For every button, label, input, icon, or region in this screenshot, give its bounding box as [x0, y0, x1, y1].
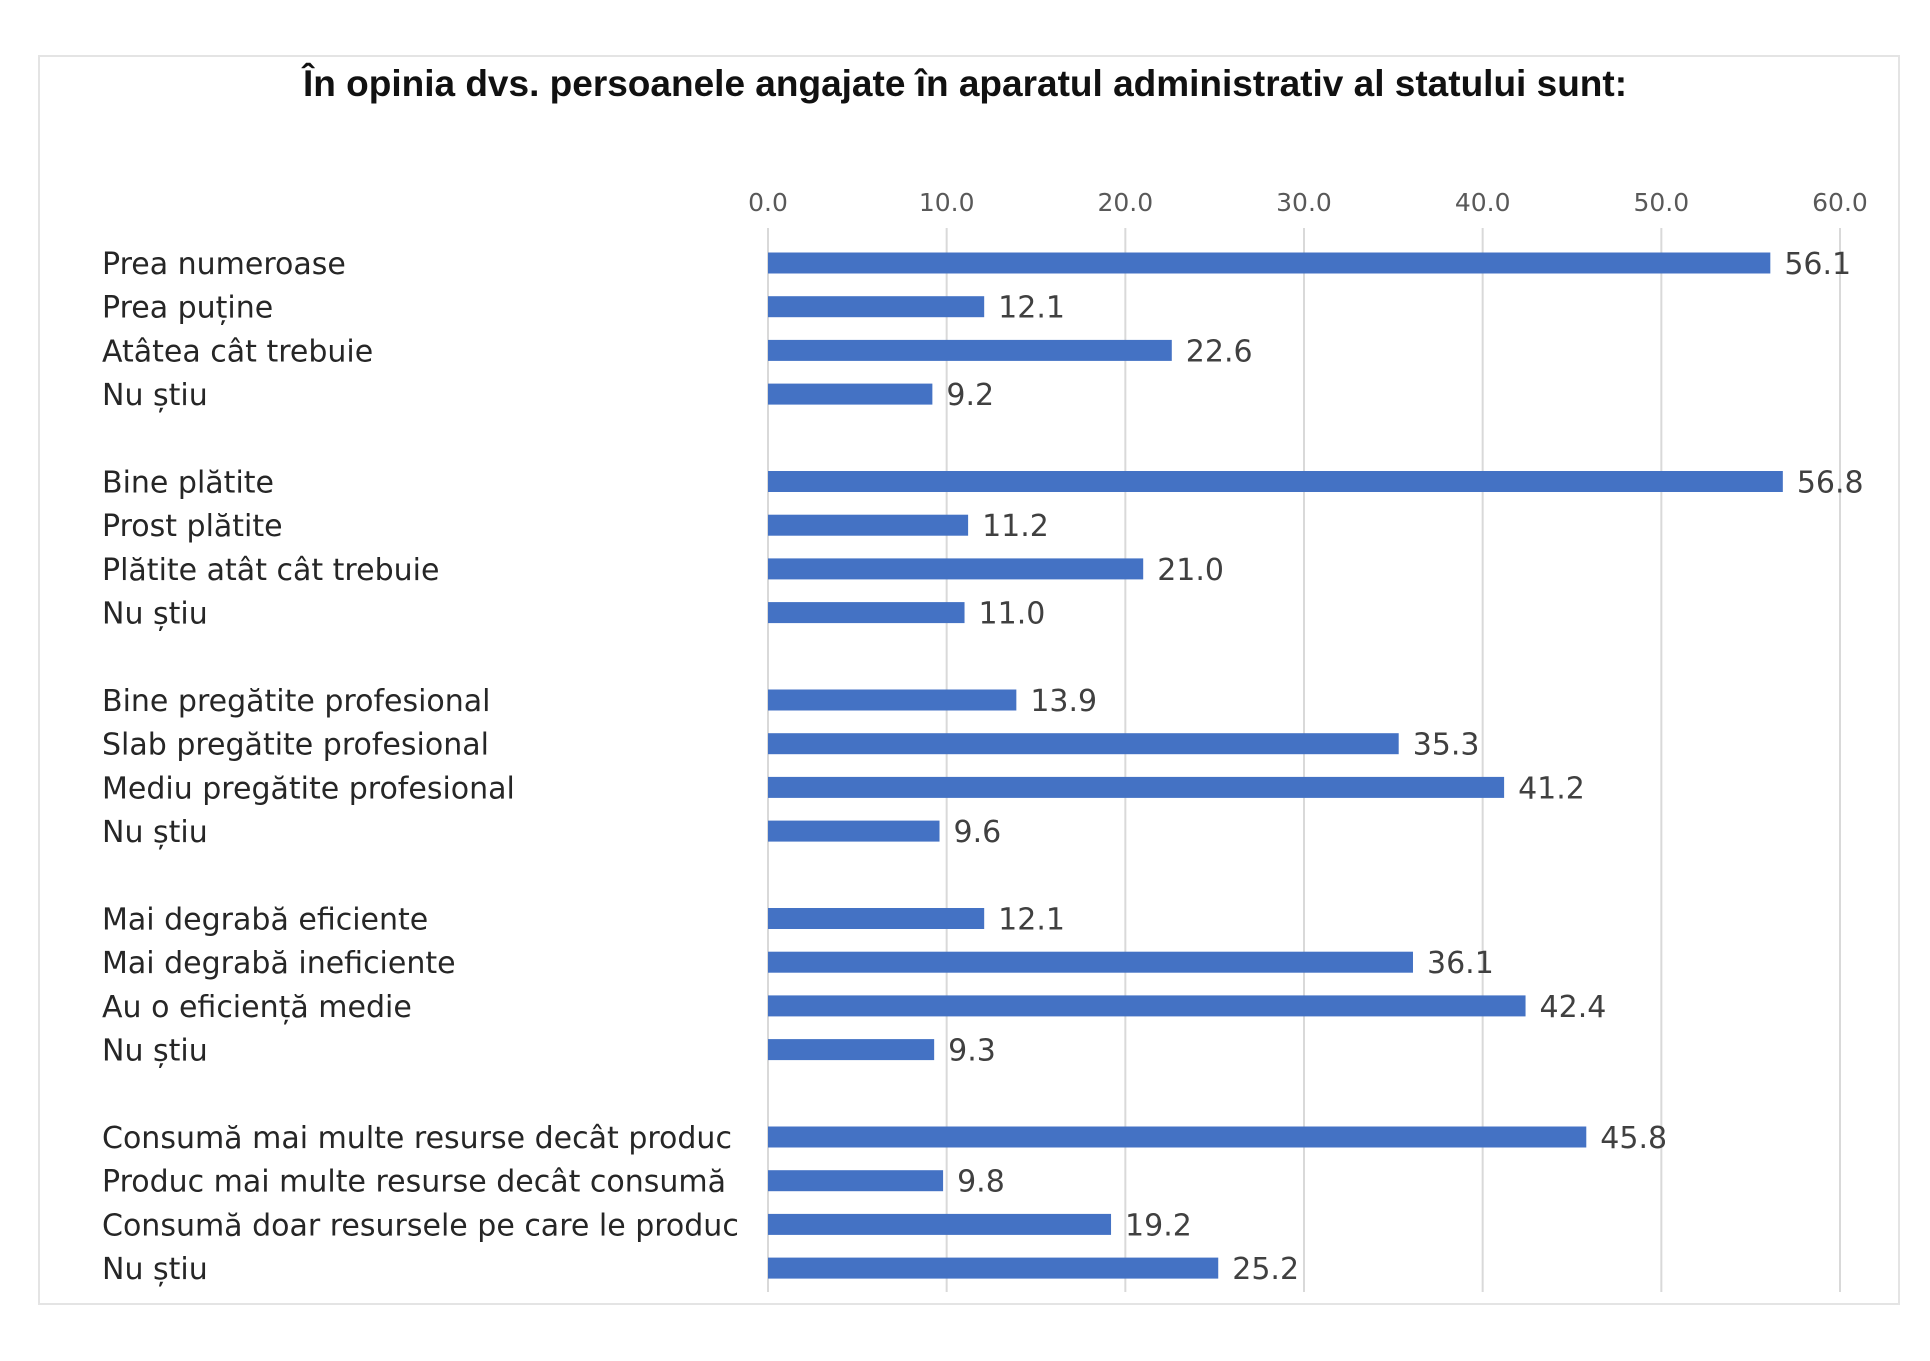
- category-label: Nu știu: [102, 1252, 208, 1287]
- category-label: Mai degrabă eficiente: [102, 903, 428, 938]
- x-tick-label: 40.0: [1455, 188, 1511, 217]
- bar: [768, 1257, 1219, 1279]
- data-label: 9.2: [946, 378, 994, 413]
- category-label: Nu știu: [102, 597, 208, 632]
- bar: [768, 776, 1505, 798]
- category-label: Nu știu: [102, 378, 208, 413]
- data-label: 12.1: [998, 903, 1065, 938]
- bar: [768, 689, 1017, 711]
- category-label: Prea puține: [102, 291, 273, 326]
- data-label: 11.2: [982, 509, 1049, 544]
- data-label: 9.6: [954, 815, 1002, 850]
- category-label: Prea numeroase: [102, 247, 346, 282]
- x-tick-label: 20.0: [1097, 188, 1153, 217]
- bar: [768, 995, 1526, 1017]
- data-label: 13.9: [1030, 684, 1097, 719]
- grid-lines: [767, 228, 1841, 1292]
- category-label: Mai degrabă ineficiente: [102, 946, 456, 981]
- bar: [768, 471, 1783, 492]
- bar: [768, 383, 933, 405]
- data-label: 9.3: [948, 1034, 996, 1069]
- category-label: Consumă mai multe resurse decât produc: [102, 1121, 732, 1156]
- data-label: 19.2: [1125, 1208, 1192, 1243]
- data-label: 41.2: [1518, 771, 1585, 806]
- bar: [768, 1039, 935, 1061]
- bar: [768, 296, 985, 318]
- bars: [768, 252, 1783, 1279]
- data-label: 22.6: [1186, 334, 1253, 369]
- data-label: 35.3: [1413, 728, 1480, 763]
- category-label: Nu știu: [102, 815, 208, 850]
- x-tick-label: 0.0: [748, 188, 788, 217]
- category-label: Nu știu: [102, 1034, 208, 1069]
- x-axis-ticks: 0.0 10.0 20.0 30.0 40.0 50.0 60.0: [748, 188, 1868, 217]
- data-label: 42.4: [1540, 990, 1607, 1025]
- data-labels: 56.1 12.1 22.6 9.2 56.8 11.2 21.0 11.0 13.9 35.3 4…: [946, 247, 1863, 1287]
- data-label: 21.0: [1157, 553, 1224, 588]
- category-label: Atâtea cât trebuie: [102, 334, 373, 369]
- x-tick-label: 30.0: [1276, 188, 1332, 217]
- category-label: Plătite atât cât trebuie: [102, 553, 439, 588]
- category-label: Au o eficiență medie: [102, 990, 412, 1025]
- data-label: 9.8: [957, 1165, 1005, 1200]
- category-label: Mediu pregătite profesional: [102, 771, 515, 806]
- data-label: 56.8: [1797, 466, 1864, 501]
- bar: [768, 908, 985, 929]
- bar: [768, 1126, 1587, 1148]
- data-label: 56.1: [1784, 247, 1851, 282]
- bar: [768, 339, 1172, 361]
- data-label: 36.1: [1427, 946, 1494, 981]
- category-label: Bine pregătite profesional: [102, 684, 491, 719]
- data-label: 45.8: [1600, 1121, 1667, 1156]
- bar: [768, 1170, 944, 1192]
- x-tick-label: 10.0: [919, 188, 975, 217]
- data-label: 11.0: [979, 597, 1046, 632]
- bar: [768, 951, 1413, 973]
- category-label: Produc mai multe resurse decât consumă: [102, 1165, 726, 1200]
- bar: [768, 602, 965, 624]
- bar: [768, 558, 1144, 580]
- bar: [768, 733, 1399, 755]
- bar: [768, 514, 969, 536]
- category-label: Consumă doar resursele pe care le produc: [102, 1208, 739, 1243]
- data-label: 25.2: [1232, 1252, 1299, 1287]
- chart-title: În opinia dvs. persoanele angajate în ap…: [301, 62, 1627, 104]
- data-label: 12.1: [998, 291, 1065, 326]
- category-label: Prost plătite: [102, 509, 283, 544]
- bar: [768, 1213, 1112, 1235]
- x-tick-label: 50.0: [1633, 188, 1689, 217]
- category-labels: Prea numeroase Prea puține Atâtea cât treb…: [102, 247, 739, 1287]
- bar: [768, 252, 1771, 274]
- category-label: Slab pregătite profesional: [102, 728, 489, 763]
- bar: [768, 820, 940, 842]
- x-tick-label: 60.0: [1812, 188, 1868, 217]
- category-label: Bine plătite: [102, 466, 274, 501]
